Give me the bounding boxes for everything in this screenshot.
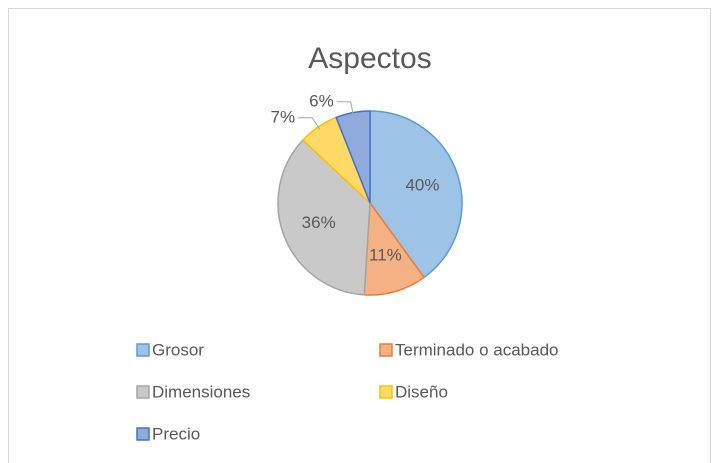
legend-swatch — [136, 385, 150, 399]
legend-label: Diseño — [395, 382, 448, 401]
legend-label: Terminado o acabado — [395, 340, 559, 359]
data-label: 11% — [369, 245, 402, 264]
legend-swatch — [136, 343, 150, 357]
legend-swatch — [379, 343, 393, 357]
pie-slice — [277, 138, 371, 296]
data-label: 6% — [309, 91, 334, 110]
legend-swatch — [136, 427, 150, 441]
chart-title: Aspectos — [308, 42, 431, 75]
legend-label: Precio — [152, 424, 200, 443]
leader-line — [336, 101, 354, 116]
legend-label: Dimensiones — [152, 382, 250, 401]
data-label: 40% — [405, 175, 439, 194]
leader-line — [298, 117, 321, 130]
data-label: 36% — [302, 213, 336, 232]
legend-swatch — [379, 385, 393, 399]
data-label: 7% — [271, 107, 296, 126]
pie-slice — [369, 110, 463, 279]
legend-label: Grosor — [152, 340, 204, 359]
